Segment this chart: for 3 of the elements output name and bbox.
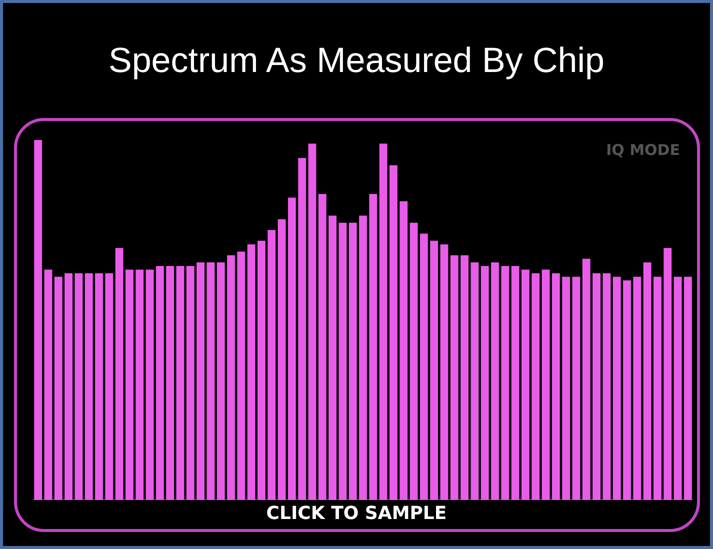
- text: CLICK TO SAMPLE: [265, 503, 448, 524]
- annotation: IQ MODE: [606, 141, 680, 159]
- chart-title: Spectrum As Measured By Chip: [107, 41, 606, 81]
